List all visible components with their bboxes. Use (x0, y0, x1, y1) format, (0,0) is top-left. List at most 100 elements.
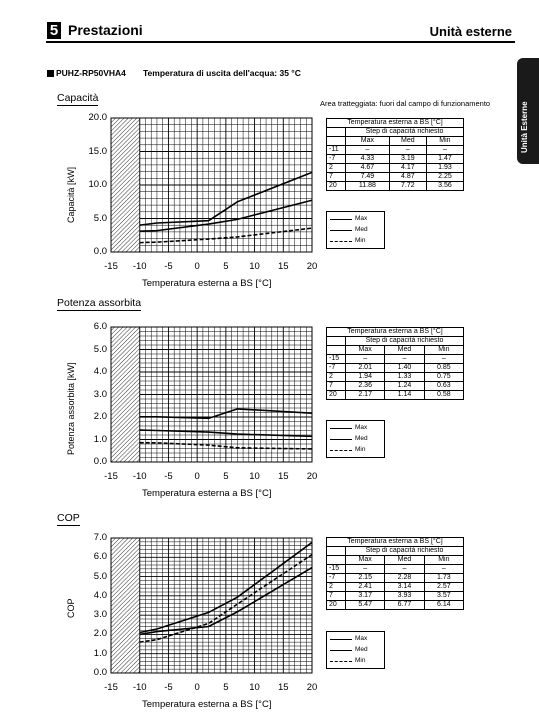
x-tick-label: 0 (194, 682, 200, 693)
x-tick-label: 0 (194, 261, 200, 272)
table-header: Temperatura esterna a BS [°C] (326, 537, 464, 547)
chart-title: COP (57, 512, 80, 526)
legend-line-icon (330, 639, 352, 640)
y-tick-label: 1.0 (93, 647, 107, 659)
x-tick-label: 5 (223, 471, 229, 482)
model-name: PUHZ-RP50VHA4 (47, 68, 126, 78)
legend-label: Med (355, 226, 368, 233)
table-row: -7 2.15 2.28 1.73 (326, 573, 465, 583)
x-tick-label: 20 (306, 261, 318, 272)
table-cell: 1.73 (423, 573, 465, 583)
y-tick-label: 5.0 (93, 343, 107, 355)
table-cell (326, 546, 346, 556)
table-cell: -7 (326, 573, 346, 583)
y-tick-label: 3.0 (93, 388, 107, 400)
x-tick-label: 5 (223, 682, 229, 693)
hatched-area-note: Area tratteggiata: fuori dal campo di fu… (320, 99, 491, 108)
chart-legend: Max Med Min (326, 420, 385, 458)
table-cell: 2.41 (344, 582, 386, 592)
chart-title: Capacità (57, 92, 99, 106)
table-cell (326, 555, 346, 565)
bullet-square-icon (47, 69, 54, 77)
header-divider (46, 41, 515, 43)
table-cell: – (384, 564, 425, 574)
y-tick-label: 2.0 (93, 628, 107, 640)
side-tab: Unità Esterne (517, 58, 539, 164)
x-tick-label: -10 (132, 471, 147, 482)
x-tick-label: -5 (164, 261, 173, 272)
table-header: Step di capacità richiesto (345, 546, 464, 556)
chart-legend: Max Med Min (326, 211, 385, 249)
table-row: 2 2.41 3.14 2.57 (326, 582, 465, 592)
hatched-region (110, 326, 141, 463)
grid-lines (110, 537, 313, 674)
table-cell: – (344, 564, 386, 574)
legend-label: Max (355, 635, 368, 642)
y-tick-label: 15.0 (88, 145, 108, 157)
table-cell: 2.28 (384, 573, 425, 583)
table-cell: 3.56 (425, 181, 465, 191)
section-number: 5 (47, 22, 61, 39)
table-cell: 3.17 (344, 591, 386, 601)
series-line-max (139, 408, 313, 420)
table-cell: 5.47 (344, 600, 386, 610)
y-tick-label: 5.0 (93, 212, 107, 224)
series-line-min (139, 441, 313, 450)
series-line-max (139, 566, 313, 636)
table-cell: 6.14 (423, 600, 465, 610)
x-tick-label: -15 (104, 471, 118, 482)
series-line-med (139, 429, 313, 438)
hatched-region (110, 537, 141, 674)
table-cell: 2 (326, 582, 346, 592)
legend-label: Min (355, 446, 366, 453)
table-cell: – (423, 564, 465, 574)
legend-label: Max (355, 215, 368, 222)
legend-line-icon (330, 230, 352, 231)
plot-frame (110, 326, 313, 463)
y-tick-label: 4.0 (93, 589, 107, 601)
y-tick-label: 0.0 (93, 667, 107, 678)
x-tick-label: 5 (223, 261, 229, 272)
y-tick-label: 0.0 (93, 456, 107, 467)
table-row: 7 2.36 1.24 0.63 (326, 381, 465, 391)
table-column-header: Max (344, 555, 386, 565)
table-cell: -15 (326, 564, 346, 574)
y-tick-label: 6.0 (93, 321, 107, 332)
x-tick-label: -5 (164, 682, 173, 693)
y-tick-label: 4.0 (93, 366, 107, 377)
y-tick-label: 3.0 (93, 609, 107, 621)
table-row: 20 11.88 7.72 3.56 (326, 181, 465, 191)
table-cell: 7 (326, 591, 346, 601)
x-tick-label: -15 (104, 682, 118, 693)
x-tick-label: 10 (249, 261, 260, 272)
x-tick-label: 20 (306, 471, 318, 482)
y-tick-label: 0.0 (93, 246, 107, 257)
table-cell: 20 (326, 181, 346, 191)
x-tick-label: -10 (132, 261, 147, 272)
legend-line-icon (330, 428, 352, 429)
table-cell: 2.15 (344, 573, 386, 583)
legend-line-icon (330, 439, 352, 440)
x-tick-label: 10 (249, 682, 260, 693)
x-tick-label: 15 (277, 471, 289, 482)
legend-label: Med (355, 435, 368, 442)
performance-table: Temperatura esterna a BS [°C] Step di cap… (326, 327, 465, 400)
table-row: -15– – – (326, 564, 465, 574)
series-line-med (139, 199, 313, 233)
x-tick-label: 0 (194, 471, 200, 482)
performance-table: Temperatura esterna a BS [°C] Step di cap… (326, 118, 465, 191)
table-cell: 3.14 (384, 582, 425, 592)
y-axis-label: COP (66, 597, 76, 618)
series-line-max (139, 171, 313, 226)
condition-text: Temperatura di uscita dell'acqua: 35 °C (143, 68, 301, 78)
legend-label: Med (355, 646, 368, 653)
table-cell: 6.77 (384, 600, 425, 610)
x-tick-label: -5 (164, 471, 173, 482)
section-header: Unità esterne (429, 24, 512, 39)
y-tick-label: 5.0 (93, 570, 107, 582)
x-axis-label: Temperatura esterna a BS [°C] (142, 699, 272, 710)
chart-title: Potenza assorbita (57, 297, 142, 311)
